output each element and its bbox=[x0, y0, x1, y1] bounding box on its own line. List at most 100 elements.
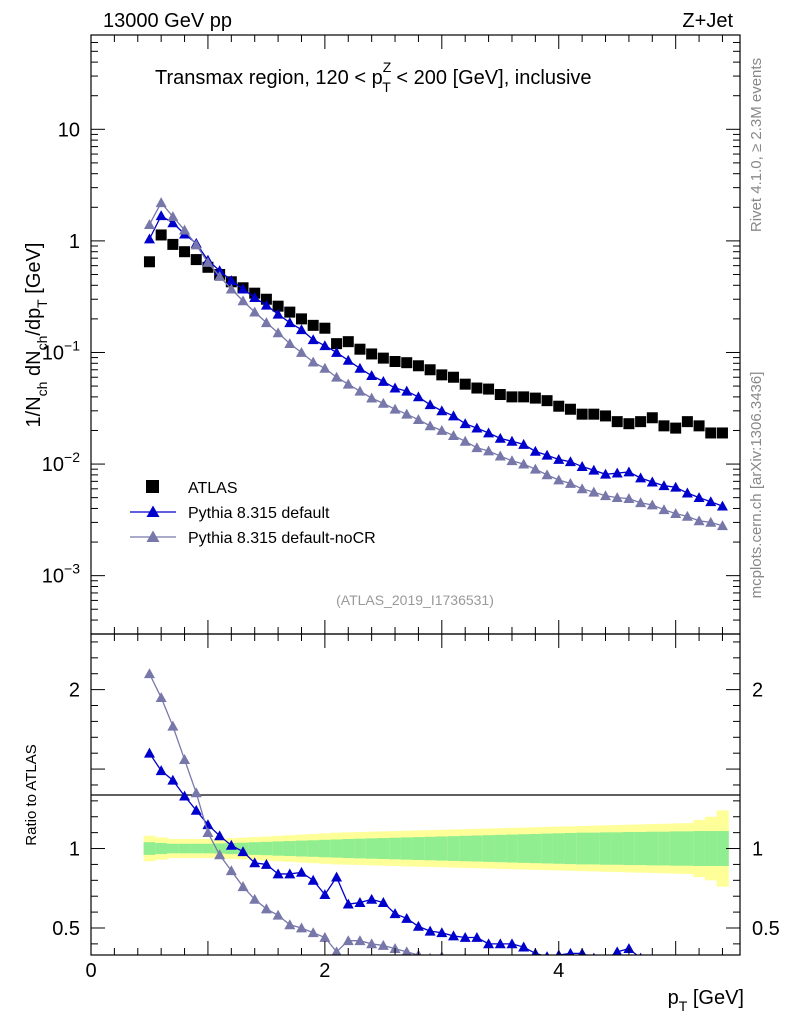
legend: ATLAS Pythia 8.315 default Pythia 8.315 … bbox=[130, 480, 376, 547]
default-point bbox=[143, 233, 155, 244]
ratio-default-point bbox=[483, 938, 495, 949]
ratio-nocr-point bbox=[237, 881, 249, 892]
nocr-point bbox=[658, 504, 670, 515]
band-inner-bin bbox=[213, 843, 226, 854]
band-inner-bin bbox=[623, 832, 636, 866]
ratio-y-tick-label: 1 bbox=[69, 839, 80, 861]
ratio-default-point bbox=[354, 897, 366, 907]
ratio-nocr-point bbox=[483, 957, 494, 967]
default-point bbox=[553, 453, 565, 464]
band-inner-bin bbox=[587, 832, 601, 865]
ratio-default-point bbox=[694, 965, 705, 975]
nocr-point bbox=[295, 346, 307, 357]
atlas-point bbox=[307, 319, 319, 331]
ratio-default-point bbox=[682, 965, 693, 975]
nocr-point bbox=[307, 356, 319, 367]
ratio-default-point bbox=[566, 947, 575, 955]
atlas-point bbox=[681, 416, 693, 428]
band-inner-bin bbox=[178, 843, 191, 854]
nocr-point bbox=[541, 469, 553, 480]
atlas-point bbox=[202, 261, 214, 273]
band-inner-bin bbox=[330, 839, 343, 858]
default-point bbox=[564, 456, 576, 467]
title-sup: Z bbox=[383, 59, 392, 75]
nocr-point bbox=[354, 385, 366, 396]
band-inner-bin bbox=[576, 832, 589, 865]
default-point bbox=[436, 405, 448, 416]
ratio-default-point bbox=[401, 912, 413, 923]
ratio-nocr-point bbox=[179, 754, 191, 764]
band-inner-bin bbox=[494, 834, 507, 863]
ratio-nocr-point bbox=[428, 952, 432, 955]
default-point bbox=[681, 487, 693, 498]
default-point bbox=[646, 476, 658, 487]
atlas-point bbox=[319, 322, 331, 334]
default-point bbox=[284, 317, 296, 328]
ratio-default-point bbox=[319, 889, 331, 900]
nocr-point bbox=[483, 445, 495, 456]
default-point bbox=[611, 467, 623, 478]
title-post: < 200 [GeV], inclusive bbox=[391, 67, 592, 89]
atlas-point bbox=[693, 420, 705, 432]
ratio-nocr-point bbox=[319, 932, 331, 942]
ratio-default-point bbox=[658, 956, 669, 966]
band-inner-bin bbox=[658, 831, 671, 866]
default-point bbox=[319, 340, 331, 351]
atlas-point bbox=[448, 371, 460, 383]
atlas-point bbox=[459, 378, 471, 390]
nocr-point bbox=[564, 477, 576, 488]
band-inner-bin bbox=[283, 841, 297, 856]
ratio-default-point bbox=[605, 954, 606, 955]
ratio-default-point bbox=[331, 871, 343, 882]
ratio-default-point bbox=[717, 967, 728, 977]
default-point bbox=[412, 391, 424, 402]
atlas-point bbox=[436, 369, 448, 381]
default-point bbox=[459, 418, 471, 429]
band-inner-bin bbox=[190, 843, 203, 854]
ratio-default-point bbox=[260, 858, 272, 869]
default-point bbox=[693, 492, 705, 503]
nocr-point bbox=[611, 492, 623, 503]
band-inner-bin bbox=[704, 831, 718, 867]
atlas-point bbox=[576, 408, 588, 420]
band-inner-bin bbox=[319, 839, 332, 858]
nocr-point bbox=[635, 497, 647, 508]
panel-title: Transmax region, 120 < pZ T < 200 [GeV], … bbox=[155, 59, 592, 95]
ratio-nocr-point bbox=[453, 954, 454, 955]
default-point bbox=[506, 435, 518, 446]
ratio-uncertainty-bands bbox=[143, 810, 729, 887]
band-inner-bin bbox=[681, 831, 694, 866]
ratio-default-point bbox=[237, 846, 249, 857]
atlas-point bbox=[635, 416, 647, 428]
default-point bbox=[366, 370, 378, 381]
ratio-nocr-point bbox=[705, 977, 716, 987]
ratio-default-point bbox=[436, 927, 448, 938]
energy-label: 13000 GeV pp bbox=[103, 10, 232, 32]
default-point bbox=[342, 354, 354, 365]
atlas-point bbox=[471, 382, 483, 394]
atlas-point bbox=[611, 416, 623, 428]
atlas-point bbox=[518, 391, 530, 403]
default-point bbox=[389, 382, 401, 393]
main-y-tick-label: 1 bbox=[69, 231, 80, 253]
series-line-1 bbox=[148, 214, 723, 507]
ratio-default-point bbox=[471, 932, 483, 942]
main-y-axis-title: 1/Nch dNch/dpT [GeV] bbox=[23, 243, 50, 428]
band-inner-bin bbox=[307, 840, 320, 857]
ratio-nocr-point bbox=[190, 787, 202, 798]
x-axis-title: pT [GeV] bbox=[668, 987, 744, 1014]
ratio-nocr-point bbox=[612, 969, 623, 979]
ratio-nocr-point bbox=[295, 922, 307, 933]
nocr-point bbox=[401, 408, 413, 419]
ratio-y-tick-label-right: 0.5 bbox=[752, 918, 780, 940]
nocr-point bbox=[412, 414, 424, 425]
nocr-point bbox=[272, 327, 284, 338]
band-inner-bin bbox=[424, 836, 437, 861]
default-point bbox=[307, 334, 319, 345]
ratio-default-point bbox=[592, 952, 596, 955]
nocr-point bbox=[366, 392, 378, 403]
atlas-point bbox=[143, 256, 155, 268]
ratio-panel-frame bbox=[90, 633, 741, 956]
nocr-point bbox=[342, 378, 354, 389]
